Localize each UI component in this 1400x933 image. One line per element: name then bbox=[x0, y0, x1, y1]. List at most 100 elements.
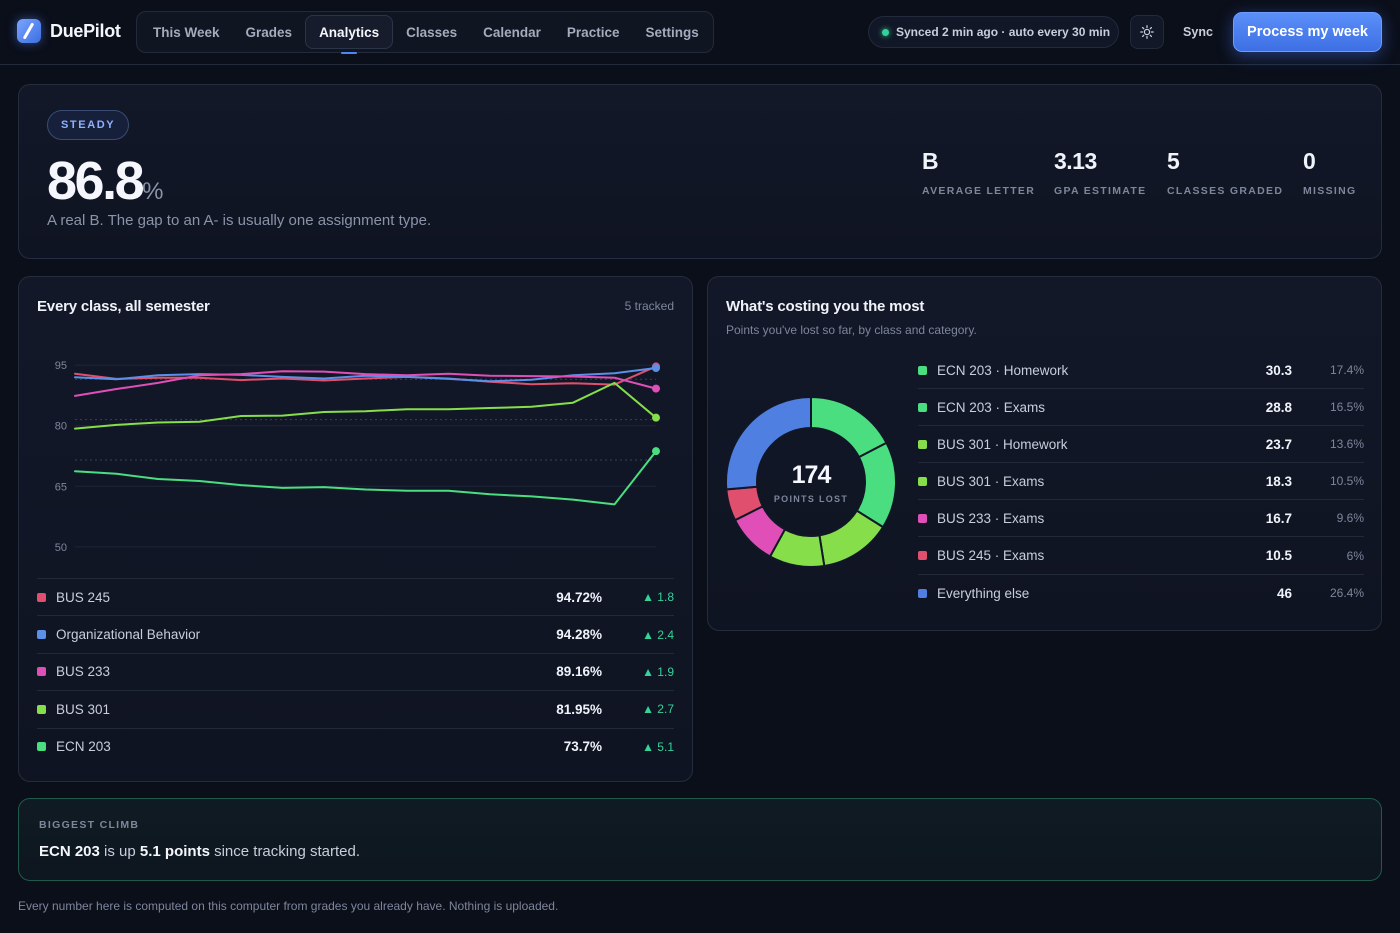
legend-swatch bbox=[37, 704, 46, 714]
class-row[interactable]: ECN 203 73.7% ▲ 5.1 bbox=[37, 727, 674, 765]
stat-classes-graded: 5 CLASSES GRADED bbox=[1167, 148, 1283, 197]
cost-row[interactable]: ECN 203 · Homework 30.3 17.4% bbox=[918, 352, 1364, 390]
stat-value: 5 bbox=[1167, 148, 1180, 174]
overall-percent: 86.8% bbox=[47, 151, 163, 222]
cost-percent: 16.5% bbox=[1329, 400, 1364, 415]
cost-value: 16.7 bbox=[1265, 510, 1292, 526]
legend-swatch bbox=[918, 551, 927, 561]
legend-swatch bbox=[918, 476, 927, 486]
legend-swatch bbox=[918, 513, 927, 523]
donut-slice[interactable] bbox=[726, 397, 812, 491]
class-row[interactable]: Organizational Behavior 94.28% ▲ 2.4 bbox=[37, 615, 674, 652]
card-subtitle: Points you've lost so far, by class and … bbox=[726, 323, 977, 337]
class-name: BUS 245 bbox=[56, 589, 111, 605]
class-name: Organizational Behavior bbox=[56, 627, 201, 643]
cost-value: 46 bbox=[1276, 585, 1292, 601]
card-title: What's costing you the most bbox=[726, 298, 925, 315]
status-badge: STEADY bbox=[47, 110, 130, 140]
cost-percent: 17.4% bbox=[1329, 363, 1364, 378]
points-lost-label: POINTS LOST bbox=[773, 493, 849, 504]
trend-line-chart: 95 80 65 50 bbox=[55, 360, 660, 554]
climb-text: ECN 203 is up 5.1 points since tracking … bbox=[39, 843, 360, 860]
legend-swatch bbox=[37, 630, 46, 640]
cost-row[interactable]: BUS 245 · Exams 10.5 6% bbox=[918, 537, 1364, 575]
class-row[interactable]: BUS 245 94.72% ▲ 1.8 bbox=[37, 578, 674, 615]
legend-swatch bbox=[37, 667, 46, 677]
privacy-note: Every number here is computed on this co… bbox=[18, 899, 559, 913]
class-grade: 94.28% bbox=[556, 627, 602, 643]
sync-button[interactable]: Sync bbox=[1183, 25, 1213, 39]
class-grade: 73.7% bbox=[563, 739, 602, 755]
climb-kicker: BIGGEST CLIMB bbox=[39, 819, 140, 831]
series-end-point bbox=[652, 413, 660, 422]
legend-swatch bbox=[37, 592, 46, 602]
class-list: BUS 245 94.72% ▲ 1.8 Organizational Beha… bbox=[37, 578, 674, 765]
summary-subtitle: A real B. The gap to an A- is usually on… bbox=[47, 212, 432, 229]
series-line bbox=[74, 450, 657, 506]
sync-status-text: Synced 2 min ago · auto every 30 min bbox=[896, 25, 1111, 39]
series-line bbox=[74, 370, 657, 397]
process-week-button[interactable]: Process my week bbox=[1233, 12, 1382, 52]
cost-name: BUS 301 · Homework bbox=[937, 436, 1068, 452]
cost-list: ECN 203 · Homework 30.3 17.4% ECN 203 · … bbox=[918, 352, 1364, 612]
class-name: ECN 203 bbox=[56, 739, 111, 755]
cost-row[interactable]: BUS 301 · Exams 18.3 10.5% bbox=[918, 463, 1364, 501]
class-row[interactable]: BUS 301 81.95% ▲ 2.7 bbox=[37, 690, 674, 727]
cost-value: 10.5 bbox=[1265, 548, 1292, 564]
points-lost-card: What's costing you the most Points you'v… bbox=[707, 276, 1382, 631]
legend-swatch bbox=[918, 439, 927, 449]
stat-missing: 0 MISSING bbox=[1303, 148, 1356, 197]
class-grade: 94.72% bbox=[556, 589, 602, 605]
stat-value: 0 bbox=[1303, 148, 1316, 174]
series-line bbox=[74, 381, 657, 430]
class-name: BUS 233 bbox=[56, 664, 111, 680]
cost-name: BUS 301 · Exams bbox=[937, 473, 1045, 489]
cost-name: Everything else bbox=[937, 585, 1030, 601]
tab-grades[interactable]: Grades bbox=[245, 24, 293, 40]
legend-swatch bbox=[918, 588, 927, 598]
brand[interactable]: DuePilot bbox=[17, 19, 121, 43]
tab-practice[interactable]: Practice bbox=[566, 24, 620, 40]
cost-name: BUS 233 · Exams bbox=[937, 510, 1045, 526]
stat-value: B bbox=[922, 148, 939, 174]
cost-row[interactable]: BUS 233 · Exams 16.7 9.6% bbox=[918, 500, 1364, 538]
main-nav: This Week Grades Analytics Classes Calen… bbox=[136, 11, 714, 54]
tab-settings[interactable]: Settings bbox=[645, 24, 699, 40]
tab-analytics[interactable]: Analytics bbox=[305, 15, 394, 54]
cost-row[interactable]: ECN 203 · Exams 28.8 16.5% bbox=[918, 389, 1364, 427]
tracked-count: 5 tracked bbox=[624, 299, 674, 313]
brand-name: DuePilot bbox=[50, 20, 121, 41]
climb-mid: is up bbox=[99, 843, 140, 860]
donut-center: 174 POINTS LOST bbox=[726, 397, 896, 567]
theme-toggle-button[interactable] bbox=[1130, 15, 1164, 49]
cost-row[interactable]: BUS 301 · Homework 23.7 13.6% bbox=[918, 426, 1364, 464]
series-end-point bbox=[652, 447, 660, 456]
cost-value: 28.8 bbox=[1265, 399, 1292, 415]
cost-value: 18.3 bbox=[1265, 473, 1292, 489]
sync-status: Synced 2 min ago · auto every 30 min bbox=[868, 16, 1119, 48]
biggest-climb-card: BIGGEST CLIMB ECN 203 is up 5.1 points s… bbox=[18, 798, 1382, 881]
cost-percent: 13.6% bbox=[1329, 437, 1364, 452]
class-row[interactable]: BUS 233 89.16% ▲ 1.9 bbox=[37, 652, 674, 690]
tab-calendar[interactable]: Calendar bbox=[483, 24, 541, 40]
stat-average-letter: B AVERAGE LETTER bbox=[922, 148, 1035, 197]
climb-amount: 5.1 points bbox=[139, 843, 210, 860]
climb-class: ECN 203 bbox=[39, 843, 100, 860]
class-delta: ▲ 1.8 bbox=[642, 590, 674, 605]
cost-percent: 9.6% bbox=[1336, 511, 1364, 526]
class-name: BUS 301 bbox=[56, 701, 111, 717]
class-delta: ▲ 1.9 bbox=[642, 664, 674, 679]
y-tick-label: 95 bbox=[55, 360, 67, 372]
climb-tail: since tracking started. bbox=[209, 843, 360, 860]
cost-percent: 26.4% bbox=[1329, 586, 1364, 601]
series-end-point bbox=[652, 364, 660, 373]
class-grade: 89.16% bbox=[556, 664, 602, 680]
stat-label: CLASSES GRADED bbox=[1167, 185, 1284, 197]
sun-gear-icon bbox=[1140, 25, 1154, 39]
cost-row[interactable]: Everything else 46 26.4% bbox=[918, 575, 1364, 612]
tab-classes[interactable]: Classes bbox=[406, 24, 458, 40]
class-trend-card: Every class, all semester 5 tracked 95 80… bbox=[18, 276, 693, 782]
cost-percent: 6% bbox=[1346, 548, 1364, 563]
class-delta: ▲ 5.1 bbox=[642, 739, 674, 754]
tab-this-week[interactable]: This Week bbox=[153, 24, 220, 40]
